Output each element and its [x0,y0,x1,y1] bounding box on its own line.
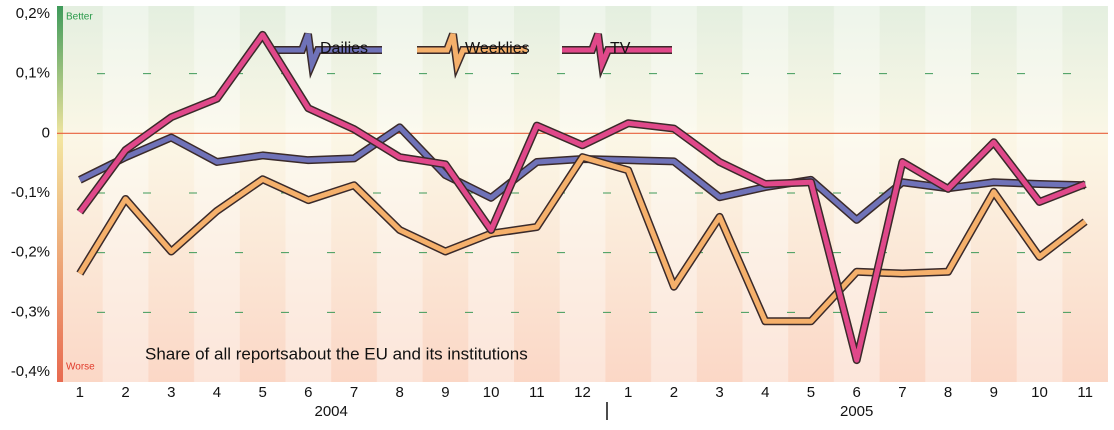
x-tick-label: 5 [258,384,266,401]
x-tick-label: 11 [1077,384,1093,401]
worse-label: Worse [66,362,95,373]
x-tick-label: 3 [167,384,175,401]
chart-note: Share of all reportsabout the EU and its… [145,344,528,363]
x-tick-label: 6 [853,384,861,401]
year-label: 2005 [840,403,873,420]
y-tick-label: -0,4% [11,363,50,380]
x-tick-label: 9 [441,384,449,401]
x-tick-label: 12 [574,384,591,401]
x-tick-label: 10 [1031,384,1048,401]
y-tick-label: 0,2% [16,5,50,22]
y-tick-label: 0,1% [16,65,50,82]
x-tick-label: 7 [350,384,358,401]
x-tick-label: 8 [396,384,404,401]
x-tick-label: 11 [529,384,545,401]
legend-label: Dailies [320,40,368,57]
x-tick-label: 4 [761,384,769,401]
x-tick-label: 7 [898,384,906,401]
legend-label: TV [610,40,631,57]
legend-label: Weeklies [465,40,530,57]
x-tick-label: 9 [990,384,998,401]
y-tick-label: -0,1% [11,184,50,201]
x-tick-label: 2 [121,384,129,401]
x-tick-label: 1 [624,384,632,401]
better-label: Better [66,12,93,23]
x-tick-label: 3 [715,384,723,401]
y-tick-label: -0,2% [11,244,50,261]
x-tick-label: 4 [213,384,221,401]
y-tick-label: 0 [42,124,50,141]
x-tick-label: 8 [944,384,952,401]
x-tick-label: 5 [807,384,815,401]
year-label: 2004 [314,403,347,420]
x-tick-label: 6 [304,384,312,401]
plot-background [57,6,1108,382]
chart: Better Worse Share of all reportsabout t… [0,0,1114,425]
y-tick-label: -0,3% [11,303,50,320]
x-tick-label: 10 [483,384,500,401]
x-tick-label: 1 [76,384,84,401]
x-tick-label: 2 [670,384,678,401]
